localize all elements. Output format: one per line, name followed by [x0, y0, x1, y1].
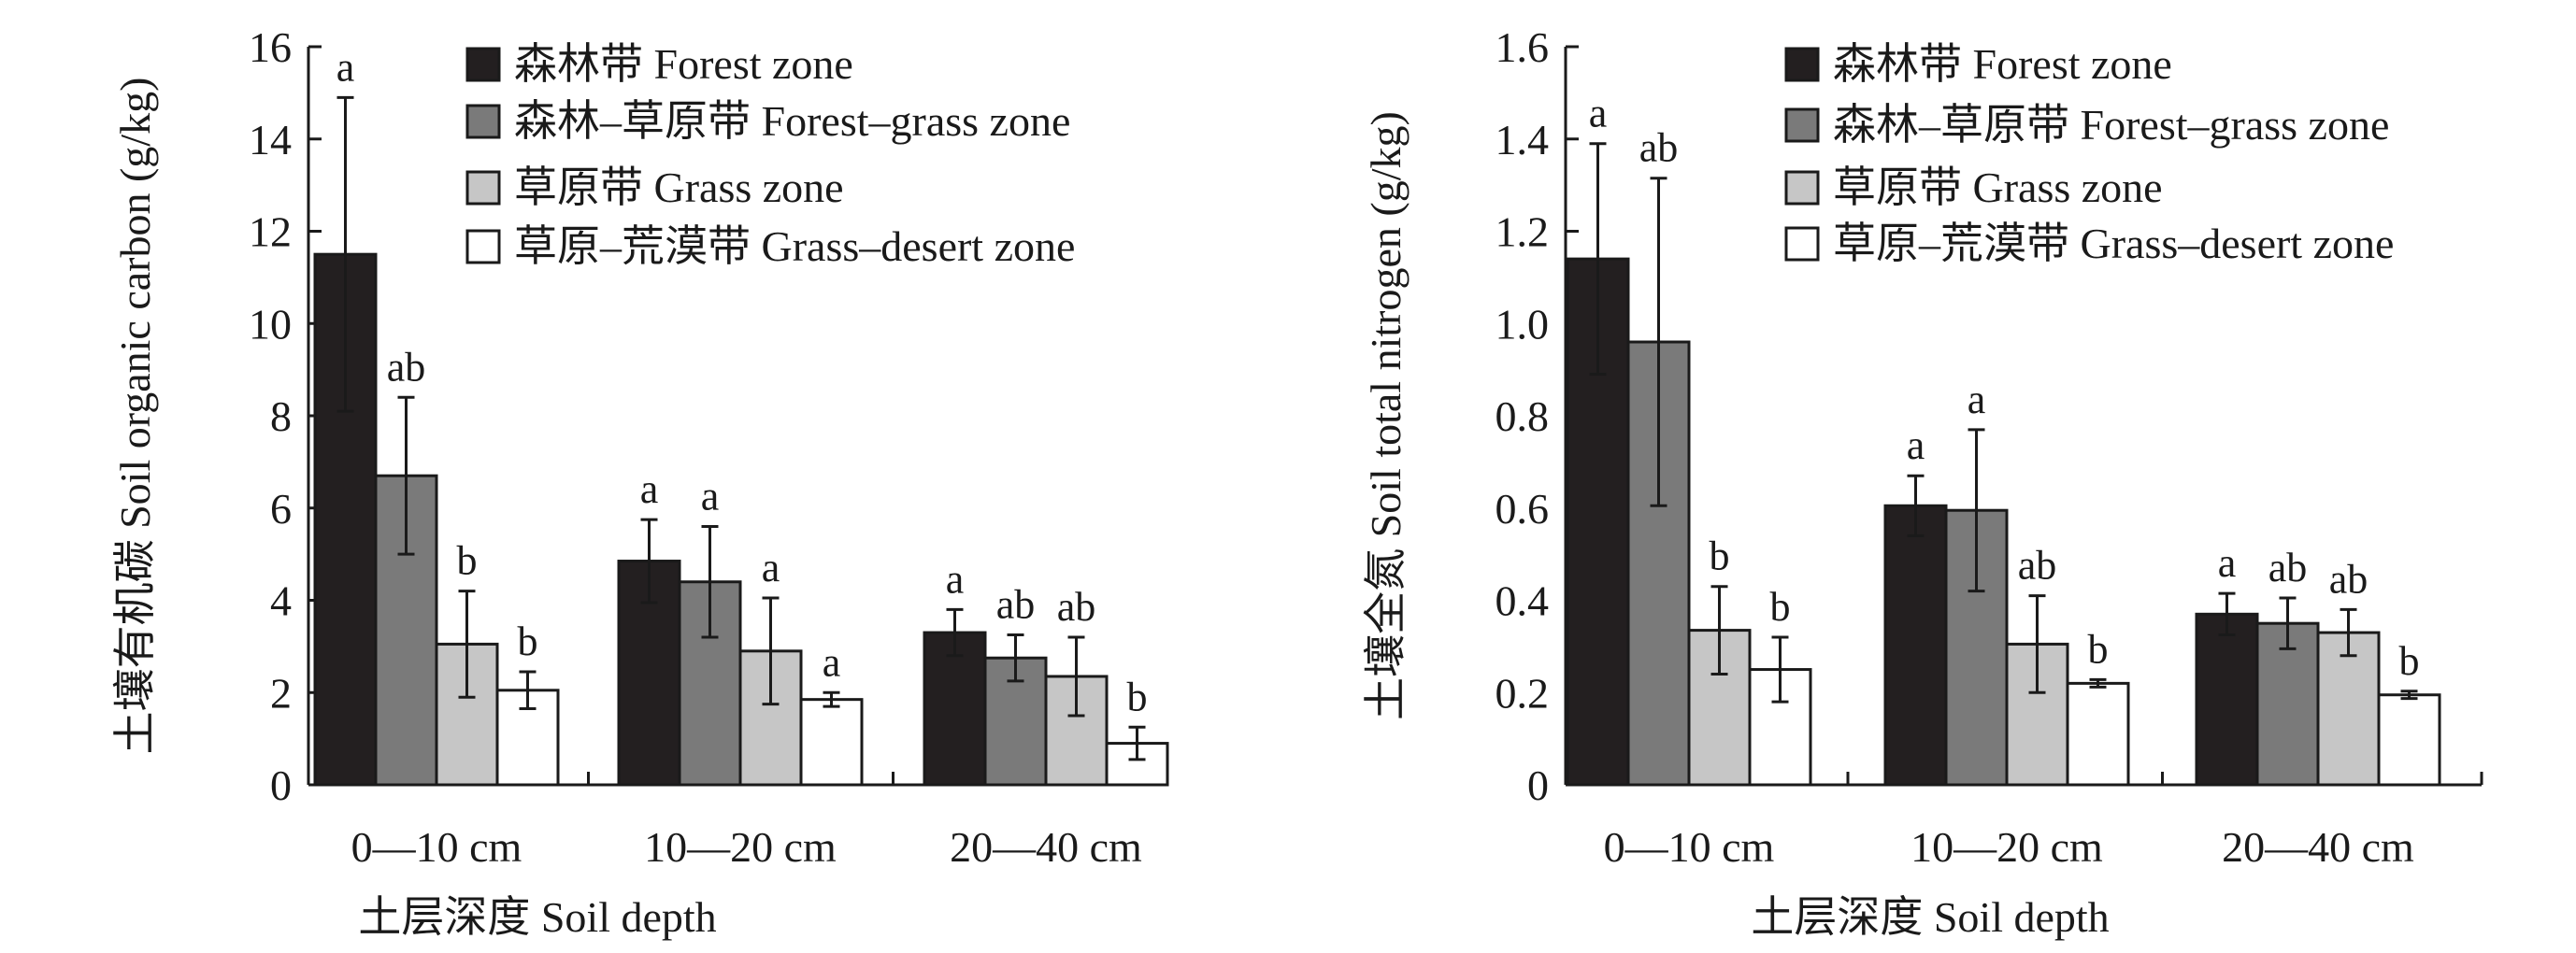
y-tick-label: 0.8	[1496, 392, 1550, 440]
legend-swatch	[1784, 226, 1820, 262]
significance-letter: b	[1127, 674, 1148, 719]
bar	[923, 631, 987, 787]
y-tick-label: 0.6	[1496, 485, 1550, 533]
y-tick-label: 1.6	[1496, 23, 1550, 71]
legend-swatch	[1784, 170, 1820, 206]
legend-swatch	[1784, 47, 1820, 82]
y-tick-label: 1.0	[1496, 300, 1550, 348]
legend-swatch	[1784, 107, 1820, 143]
legend-label: 草原带 Grass zone	[514, 164, 844, 211]
x-tick-label: 10—20 cm	[644, 823, 837, 871]
bar	[2377, 693, 2441, 787]
significance-letter: a	[946, 556, 965, 602]
legend-swatch	[465, 47, 501, 82]
y-tick-label: 10	[249, 300, 292, 348]
legend-label: 草原带 Grass zone	[1833, 164, 2163, 211]
significance-letter: ab	[2018, 543, 2057, 589]
legend-label: 草原–荒漠带 Grass–desert zone	[1833, 220, 2394, 267]
significance-letter: b	[457, 538, 478, 584]
significance-letter: b	[518, 619, 538, 664]
y-tick-label: 16	[249, 23, 292, 71]
significance-letter: ab	[996, 582, 1036, 628]
significance-letter: a	[1907, 422, 1925, 468]
significance-letter: ab	[2268, 545, 2308, 590]
x-tick-label: 10—20 cm	[1911, 823, 2103, 871]
significance-letter: b	[2399, 638, 2420, 684]
x-tick-label: 20—40 cm	[950, 823, 1142, 871]
legend-label: 森林带 Forest zone	[1833, 40, 2172, 88]
y-tick-label: 4	[270, 577, 292, 625]
bar	[374, 474, 438, 787]
significance-letter: a	[823, 639, 841, 685]
x-tick-label: 0—10 cm	[1604, 823, 1775, 871]
significance-letter: a	[1589, 91, 1608, 136]
y-tick-label: 6	[270, 485, 292, 533]
legend-label: 森林带 Forest zone	[514, 40, 853, 88]
significance-letter: a	[1968, 377, 1986, 422]
legend-label: 森林–草原带 Forest–grass zone	[514, 97, 1070, 145]
y-tick-label: 1.4	[1496, 116, 1550, 164]
x-tick-label: 20—40 cm	[2222, 823, 2414, 871]
significance-letter: a	[640, 466, 659, 512]
bar	[1883, 504, 1948, 787]
significance-letter: b	[1770, 584, 1791, 630]
y-axis-title: 土壤有机碳 Soil organic carbon (g/kg)	[111, 78, 159, 755]
significance-letter: b	[2088, 626, 2109, 672]
significance-letter: ab	[1057, 584, 1096, 630]
y-tick-label: 14	[249, 116, 292, 164]
y-tick-label: 0.2	[1496, 669, 1550, 717]
legend-swatch	[465, 229, 501, 264]
legend-label: 草原–荒漠带 Grass–desert zone	[514, 222, 1075, 270]
bar	[799, 698, 864, 787]
significance-letter: a	[701, 474, 720, 519]
y-tick-label: 2	[270, 669, 292, 717]
x-axis-title: 土层深度 Soil depth	[358, 893, 716, 941]
legend-swatch	[465, 104, 501, 139]
y-tick-label: 12	[249, 208, 292, 256]
bar	[2195, 612, 2259, 787]
bar	[2066, 681, 2130, 787]
significance-letter: b	[1710, 533, 1730, 579]
significance-letter: a	[336, 44, 355, 90]
x-tick-label: 0—10 cm	[351, 823, 522, 871]
y-tick-label: 8	[270, 392, 292, 440]
y-tick-label: 0	[270, 761, 292, 809]
significance-letter: ab	[387, 344, 426, 390]
x-axis-title: 土层深度 Soil depth	[1751, 893, 2109, 941]
significance-letter: ab	[2329, 556, 2368, 602]
significance-letter: ab	[1639, 125, 1679, 171]
y-tick-label: 1.2	[1496, 208, 1550, 256]
significance-letter: a	[2218, 540, 2237, 586]
y-tick-label: 0.4	[1496, 577, 1550, 625]
significance-letter: a	[762, 545, 780, 590]
y-axis-title: 土壤全氮 Soil total nitrogen (g/kg)	[1362, 111, 1410, 720]
y-tick-label: 0	[1527, 761, 1549, 809]
legend-label: 森林–草原带 Forest–grass zone	[1833, 101, 2389, 149]
legend-swatch	[465, 170, 501, 206]
